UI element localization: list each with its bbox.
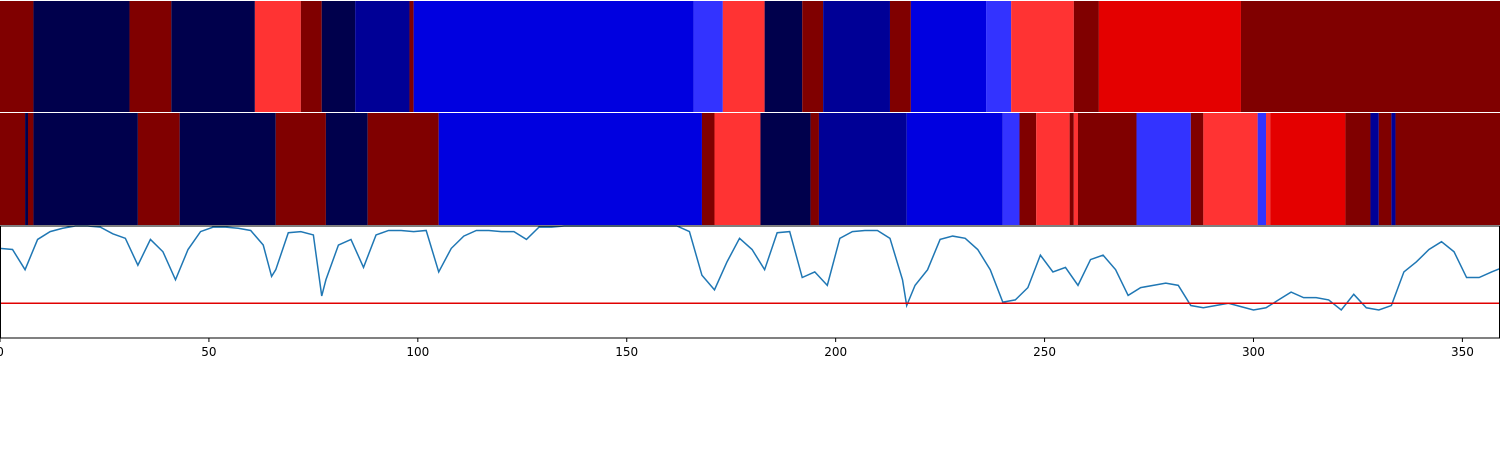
segment (171, 1, 255, 112)
segment (413, 1, 694, 112)
segment (1395, 113, 1500, 225)
segment (1073, 113, 1078, 225)
segment (1370, 113, 1379, 225)
segment (0, 1, 34, 112)
segment (1257, 113, 1267, 225)
segment (910, 1, 987, 112)
segment (1240, 1, 1500, 112)
segment (1391, 113, 1396, 225)
segment (254, 1, 301, 112)
segment (722, 1, 765, 112)
segment (906, 113, 1003, 225)
segment (325, 113, 368, 225)
segment (1077, 113, 1137, 225)
x-tick-label: 150 (615, 345, 638, 359)
plot-frame (0, 225, 1500, 339)
segment (810, 113, 819, 225)
segment (27, 113, 34, 225)
segment (1069, 113, 1074, 225)
x-tick-label: 50 (201, 345, 216, 359)
x-tick-label: 300 (1242, 345, 1265, 359)
segment (1073, 1, 1099, 112)
segment (367, 113, 439, 225)
segment (1098, 1, 1241, 112)
segment (889, 1, 911, 112)
segment (693, 1, 723, 112)
segment (986, 1, 1012, 112)
segment (33, 1, 130, 112)
x-tick-label: 250 (1033, 345, 1056, 359)
segment (137, 113, 180, 225)
segment (823, 1, 890, 112)
segment (129, 1, 172, 112)
segment (1345, 113, 1371, 225)
segment (1266, 113, 1271, 225)
x-tick-label: 200 (824, 345, 847, 359)
segment (300, 1, 322, 112)
data-line (0, 225, 1500, 312)
x-tick-label: 0 (0, 345, 4, 359)
segment (1036, 113, 1070, 225)
x-tick-label: 350 (1451, 345, 1474, 359)
segment (802, 1, 824, 112)
segment (33, 113, 138, 225)
segment (355, 1, 410, 112)
segment (409, 1, 414, 112)
segment (275, 113, 326, 225)
segment (0, 113, 26, 225)
segment (179, 113, 276, 225)
segment (438, 113, 702, 225)
x-tick-label: 100 (406, 345, 429, 359)
segment (1270, 113, 1346, 225)
segment (1378, 113, 1392, 225)
segment (1203, 113, 1258, 225)
segment (1019, 113, 1037, 225)
segment (760, 113, 811, 225)
segment (1136, 113, 1191, 225)
segment (25, 113, 28, 225)
segment (818, 113, 907, 225)
segment (1011, 1, 1074, 112)
segment (764, 1, 803, 112)
segment (1190, 113, 1204, 225)
segment (321, 1, 356, 112)
segment (701, 113, 715, 225)
segment (714, 113, 761, 225)
segment (1002, 113, 1020, 225)
